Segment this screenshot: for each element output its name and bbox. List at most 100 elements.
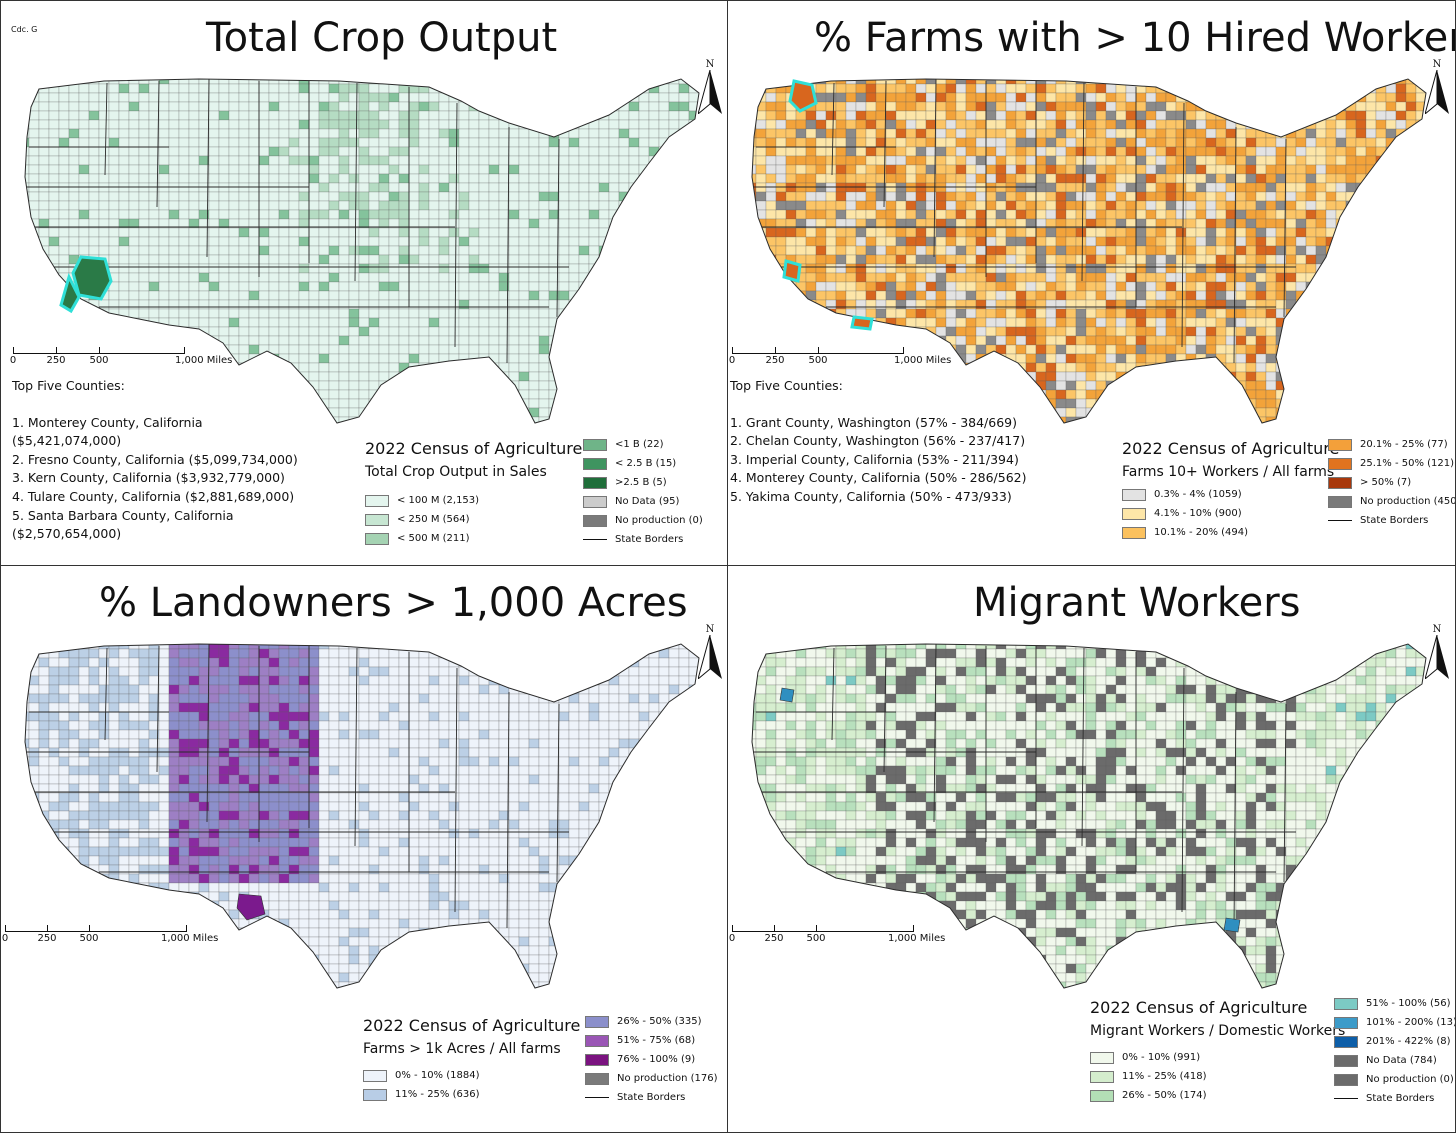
top-five-item: 4. Monterey County, California (50% - 28… [730, 470, 1027, 486]
legend-swatch [583, 457, 607, 470]
scale-label: 1,000 Miles [888, 933, 946, 944]
legend-item: 76% - 100% (9) [585, 1050, 718, 1069]
highlighted-counties [782, 79, 874, 331]
legend-item: No Data (784) [1334, 1051, 1455, 1070]
legend-swatch [1090, 1070, 1114, 1083]
north-arrow-icon [697, 69, 722, 116]
north-label: N [1432, 59, 1442, 70]
top-five-item: 1. Monterey County, California [12, 414, 203, 430]
top-five-item: 1. Grant County, Washington (57% - 384/6… [730, 414, 1017, 430]
north-label: N [705, 624, 715, 635]
legend-item: < 100 M (2,153) [365, 491, 479, 510]
top-five-item: 4. Tulare County, California ($2,881,689… [12, 488, 295, 504]
legend-swatch [585, 1034, 609, 1047]
scale-bar: 0 250 500 1,000 Miles [9, 345, 232, 366]
legend-item: State Borders [1334, 1089, 1455, 1108]
legend-item: 20.1% - 25% (77) [1328, 435, 1455, 454]
highlighted-counties [236, 893, 266, 921]
legend-subtitle: Farms 10+ Workers / All farms [1122, 464, 1335, 480]
legend-line-swatch [1328, 520, 1352, 521]
legend-subtitle: Migrant Workers / Domestic Workers [1090, 1023, 1346, 1039]
legend-swatch [1122, 488, 1146, 501]
legend-label: 0% - 10% (1884) [395, 1070, 480, 1081]
legend-swatch [585, 1053, 609, 1066]
legend-title: 2022 Census of Agriculture [1090, 998, 1308, 1017]
legend-item: > 50% (7) [1328, 473, 1455, 492]
north-arrow-icon [1424, 634, 1449, 681]
scale-label: 250 [37, 933, 57, 944]
top-five-item: 5. Yakima County, California (50% - 473/… [730, 488, 1012, 504]
legend-label: < 500 M (211) [397, 533, 470, 544]
legend-title: 2022 Census of Agriculture [1122, 439, 1340, 458]
legend-item: 201% - 422% (8) [1334, 1032, 1455, 1051]
legend-label: 20.1% - 25% (77) [1360, 439, 1448, 450]
scale-label: 500 [808, 355, 828, 366]
legend-item: >2.5 B (5) [583, 473, 703, 492]
legend-item: 51% - 100% (56) [1334, 994, 1455, 1013]
top-five-item: ($2,570,654,000) [12, 526, 122, 542]
legend-label: 11% - 25% (636) [395, 1089, 480, 1100]
legend-swatch [585, 1072, 609, 1085]
legend-item: State Borders [583, 530, 703, 549]
scale-label: 0 [9, 355, 17, 366]
legend-swatch [363, 1069, 387, 1082]
legend-item: 11% - 25% (418) [1090, 1067, 1207, 1086]
scale-label: 500 [89, 355, 109, 366]
legend-label: 0% - 10% (991) [1122, 1052, 1201, 1063]
scale-bar: 0 250 500 1,000 Miles [2, 923, 225, 944]
legend-item: < 2.5 B (15) [583, 454, 703, 473]
state-borders [754, 644, 1296, 929]
map-legend: 2022 Census of Agriculture Total Crop Ou… [365, 438, 703, 545]
north-arrow-icon [697, 634, 722, 681]
state-borders [754, 79, 1296, 364]
legend-label: State Borders [1366, 1093, 1435, 1104]
scale-label: 250 [765, 355, 785, 366]
legend-swatch [583, 438, 607, 451]
legend-item: < 250 M (564) [365, 510, 479, 529]
scale-bar: 0 250 500 1,000 Miles [729, 345, 951, 366]
national-border [751, 643, 1427, 989]
top-five-item: 3. Imperial County, California (53% - 21… [730, 451, 1019, 467]
panel-title: % Farms with > 10 Hired Workers [814, 15, 1456, 61]
legend-swatch [1334, 1016, 1358, 1029]
panel-title: % Landowners > 1,000 Acres [99, 580, 688, 626]
legend-title: 2022 Census of Agriculture [365, 439, 583, 458]
legend-item: 4.1% - 10% (900) [1122, 504, 1248, 523]
map-legend: 2022 Census of Agriculture Migrant Worke… [1090, 997, 1455, 1104]
author-credit: Cdc. G [11, 25, 38, 34]
north-arrow: N [697, 59, 722, 118]
scale-label: 1,000 Miles [175, 355, 233, 366]
legend-label: 51% - 75% (68) [617, 1035, 696, 1046]
legend-label: > 50% (7) [1360, 477, 1412, 488]
legend-label: 76% - 100% (9) [617, 1054, 696, 1065]
scale-label: 1,000 Miles [894, 355, 952, 366]
panel-title: Migrant Workers [973, 580, 1301, 626]
legend-label: 26% - 50% (174) [1122, 1090, 1207, 1101]
legend-item: State Borders [1328, 511, 1455, 530]
legend-swatch [365, 494, 389, 507]
scale-label: 1,000 Miles [161, 933, 219, 944]
legend-title: 2022 Census of Agriculture [363, 1016, 581, 1035]
legend-label: No production (0) [1366, 1074, 1454, 1085]
legend-item: No production (0) [583, 511, 703, 530]
north-arrow: N [1424, 59, 1449, 118]
legend-swatch [583, 495, 607, 508]
legend-column-right: 51% - 100% (56) 101% - 200% (13) 201% - 42… [1334, 994, 1455, 1108]
legend-swatch [1090, 1051, 1114, 1064]
legend-swatch [1122, 507, 1146, 520]
legend-swatch [1122, 526, 1146, 539]
legend-label: 25.1% - 50% (121) [1360, 458, 1455, 469]
highlighted-counties [779, 687, 1241, 933]
legend-line-swatch [1334, 1098, 1358, 1099]
legend-label: 0.3% - 4% (1059) [1154, 489, 1242, 500]
legend-item: 25.1% - 50% (121) [1328, 454, 1455, 473]
legend-swatch [365, 513, 389, 526]
legend-item: 0.3% - 4% (1059) [1122, 485, 1248, 504]
legend-label: < 250 M (564) [397, 514, 470, 525]
state-borders [27, 79, 569, 364]
map-legend: 2022 Census of Agriculture Farms 10+ Wor… [1122, 438, 1455, 539]
legend-label: No Data (95) [615, 496, 680, 507]
legend-swatch [365, 532, 389, 545]
legend-line-swatch [585, 1097, 609, 1098]
